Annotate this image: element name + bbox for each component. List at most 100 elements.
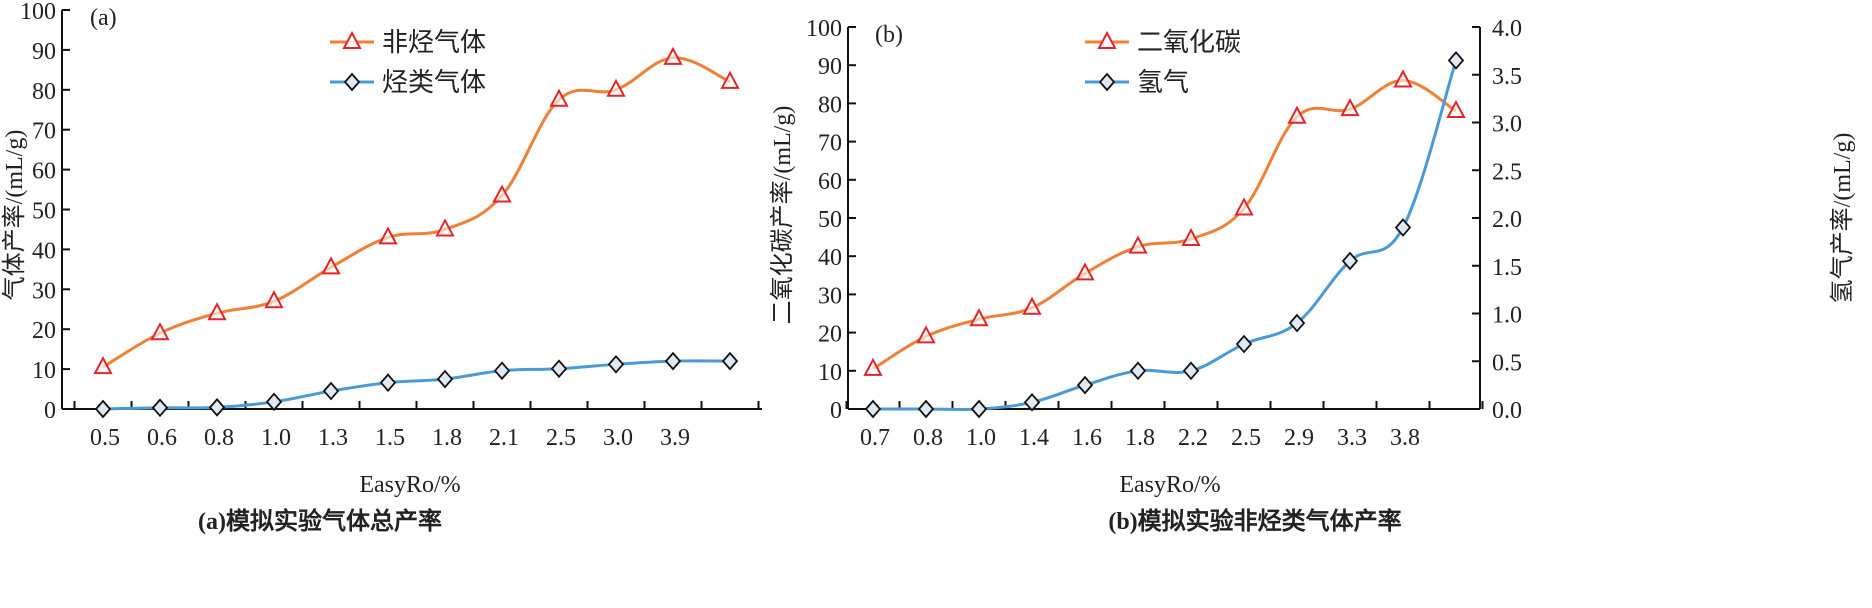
triangle-marker: [150, 322, 170, 341]
triangle-marker: [207, 302, 227, 321]
triangle-marker: [969, 308, 989, 327]
y2-tick-label: 3.5: [1492, 64, 1522, 90]
legend-label: 非烃气体: [382, 28, 486, 57]
series-line-0: [872, 78, 1457, 371]
x-tick-label: 2.1: [489, 425, 519, 451]
y-tick-label: 10: [32, 358, 56, 384]
y2-tick-label: 2.5: [1492, 159, 1522, 185]
diamond-marker: [208, 398, 226, 417]
diamond-marker: [1341, 251, 1359, 271]
triangle-marker: [1340, 98, 1360, 117]
diamond-marker: [664, 351, 682, 371]
triangle-marker: [1075, 262, 1095, 281]
panel-a: 0 10 20 30 40 50 60 70 80 90 100 0.5 0.6 0.8 1.0 1.3 1.5…: [1, 0, 762, 535]
x-tick-label: 0.8: [204, 425, 234, 451]
x-tick-label: 2.2: [1178, 425, 1208, 451]
triangle-marker: [663, 46, 683, 65]
legend-label: 氢气: [1137, 68, 1189, 97]
diamond-marker: [864, 399, 882, 419]
series-line-1: [873, 59, 1458, 412]
y-tick-label: 30: [818, 283, 842, 309]
triangle-marker: [1181, 227, 1201, 247]
diamond-marker: [1288, 313, 1306, 333]
triangle-marker: [93, 355, 113, 375]
y-tick-label: 90: [32, 39, 56, 65]
x-tick-label: 3.9: [660, 425, 690, 451]
x-tick-label: 0.8: [913, 425, 943, 451]
panel-b: 0 10 20 30 40 50 60 70 80 90 100 0.0 0.5 1.0 1.5 2.0 2.5…: [769, 16, 1856, 535]
triangle-marker: [1446, 99, 1466, 119]
diamond-marker: [550, 359, 568, 379]
y-tick-label: 30: [32, 278, 56, 304]
x-tick-label: 2.9: [1284, 425, 1314, 451]
diamond-marker: [322, 381, 340, 401]
y-tick-label: 50: [818, 207, 842, 233]
y-tick-label: 80: [818, 92, 842, 118]
x-axis-label: EasyRo/%: [1119, 472, 1220, 498]
x-tick-label: 1.3: [318, 425, 348, 451]
y2-axis-label: 氢气产率/(mL/g): [1829, 133, 1856, 304]
caption: (b)模拟实验非烃类气体产率: [1108, 507, 1401, 535]
diamond-marker: [917, 399, 935, 419]
x-tick-label: 0.7: [860, 425, 890, 451]
y-tick-label: 70: [818, 131, 842, 157]
triangle-marker: [321, 256, 341, 275]
x-tick-label: 2.5: [546, 425, 576, 451]
legend-label: 烃类气体: [382, 68, 486, 97]
triangle-marker: [720, 70, 740, 89]
triangle-marker: [1234, 197, 1254, 216]
y-tick-label: 100: [20, 0, 56, 25]
diamond-marker: [970, 399, 988, 419]
y-tick-label: 80: [32, 79, 56, 105]
y-axis-label: 二氧化碳产率/(mL/g): [769, 106, 796, 325]
diamond-marker: [1076, 375, 1094, 395]
y-tick-label: 0: [44, 398, 56, 424]
diamond-marker: [721, 351, 739, 371]
diamond-marker: [436, 369, 454, 389]
triangle-marker: [606, 78, 626, 97]
caption: (a)模拟实验气体总产率: [198, 507, 442, 535]
diamond-marker: [265, 392, 283, 412]
y2-tick-label: 1.5: [1492, 255, 1522, 281]
x-tick-label: 1.4: [1019, 425, 1049, 451]
diamond-marker: [379, 373, 397, 393]
y-axis-label: 气体产率/(mL/g): [1, 130, 28, 301]
diamond-marker: [94, 399, 112, 419]
y-tick-label: 10: [818, 360, 842, 386]
y-tick-label: 70: [32, 119, 56, 145]
y2-tick-label: 3.0: [1492, 112, 1522, 138]
x-tick-label: 1.0: [261, 425, 291, 451]
legend-triangle-icon: [342, 30, 362, 49]
x-tick-label: 2.5: [1231, 425, 1261, 451]
x-tick-label: 1.8: [432, 425, 462, 451]
y2-tick-label: 1.0: [1492, 303, 1522, 329]
triangle-marker: [916, 325, 936, 344]
diamond-marker: [607, 354, 625, 374]
y-tick-label: 100: [806, 16, 842, 42]
x-tick-label: 3.3: [1337, 425, 1367, 451]
y-tick-label: 0: [830, 398, 842, 424]
triangle-marker: [1393, 69, 1413, 88]
x-tick-label: 1.8: [1125, 425, 1155, 451]
triangle-marker: [549, 88, 569, 107]
triangle-marker: [1022, 296, 1042, 315]
diamond-marker: [1129, 361, 1147, 381]
legend-diamond-icon: [343, 72, 361, 92]
y2-tick-label: 0.5: [1492, 350, 1522, 376]
y-tick-label: 20: [818, 322, 842, 348]
triangle-marker: [435, 218, 455, 237]
diamond-marker: [1023, 392, 1041, 412]
y-tick-label: 20: [32, 318, 56, 344]
x-tick-label: 0.5: [90, 425, 120, 451]
y2-tick-label: 0.0: [1492, 398, 1522, 424]
triangle-marker: [1287, 105, 1307, 124]
triangle-marker: [264, 290, 284, 309]
diamond-marker: [493, 361, 511, 381]
diamond-marker: [1394, 218, 1412, 237]
x-tick-label: 1.5: [375, 425, 405, 451]
diamond-marker: [1447, 51, 1465, 70]
triangle-marker: [1128, 235, 1148, 254]
legend-label: 二氧化碳: [1137, 28, 1241, 57]
x-tick-label: 3.0: [603, 425, 633, 451]
y-tick-label: 40: [818, 245, 842, 271]
